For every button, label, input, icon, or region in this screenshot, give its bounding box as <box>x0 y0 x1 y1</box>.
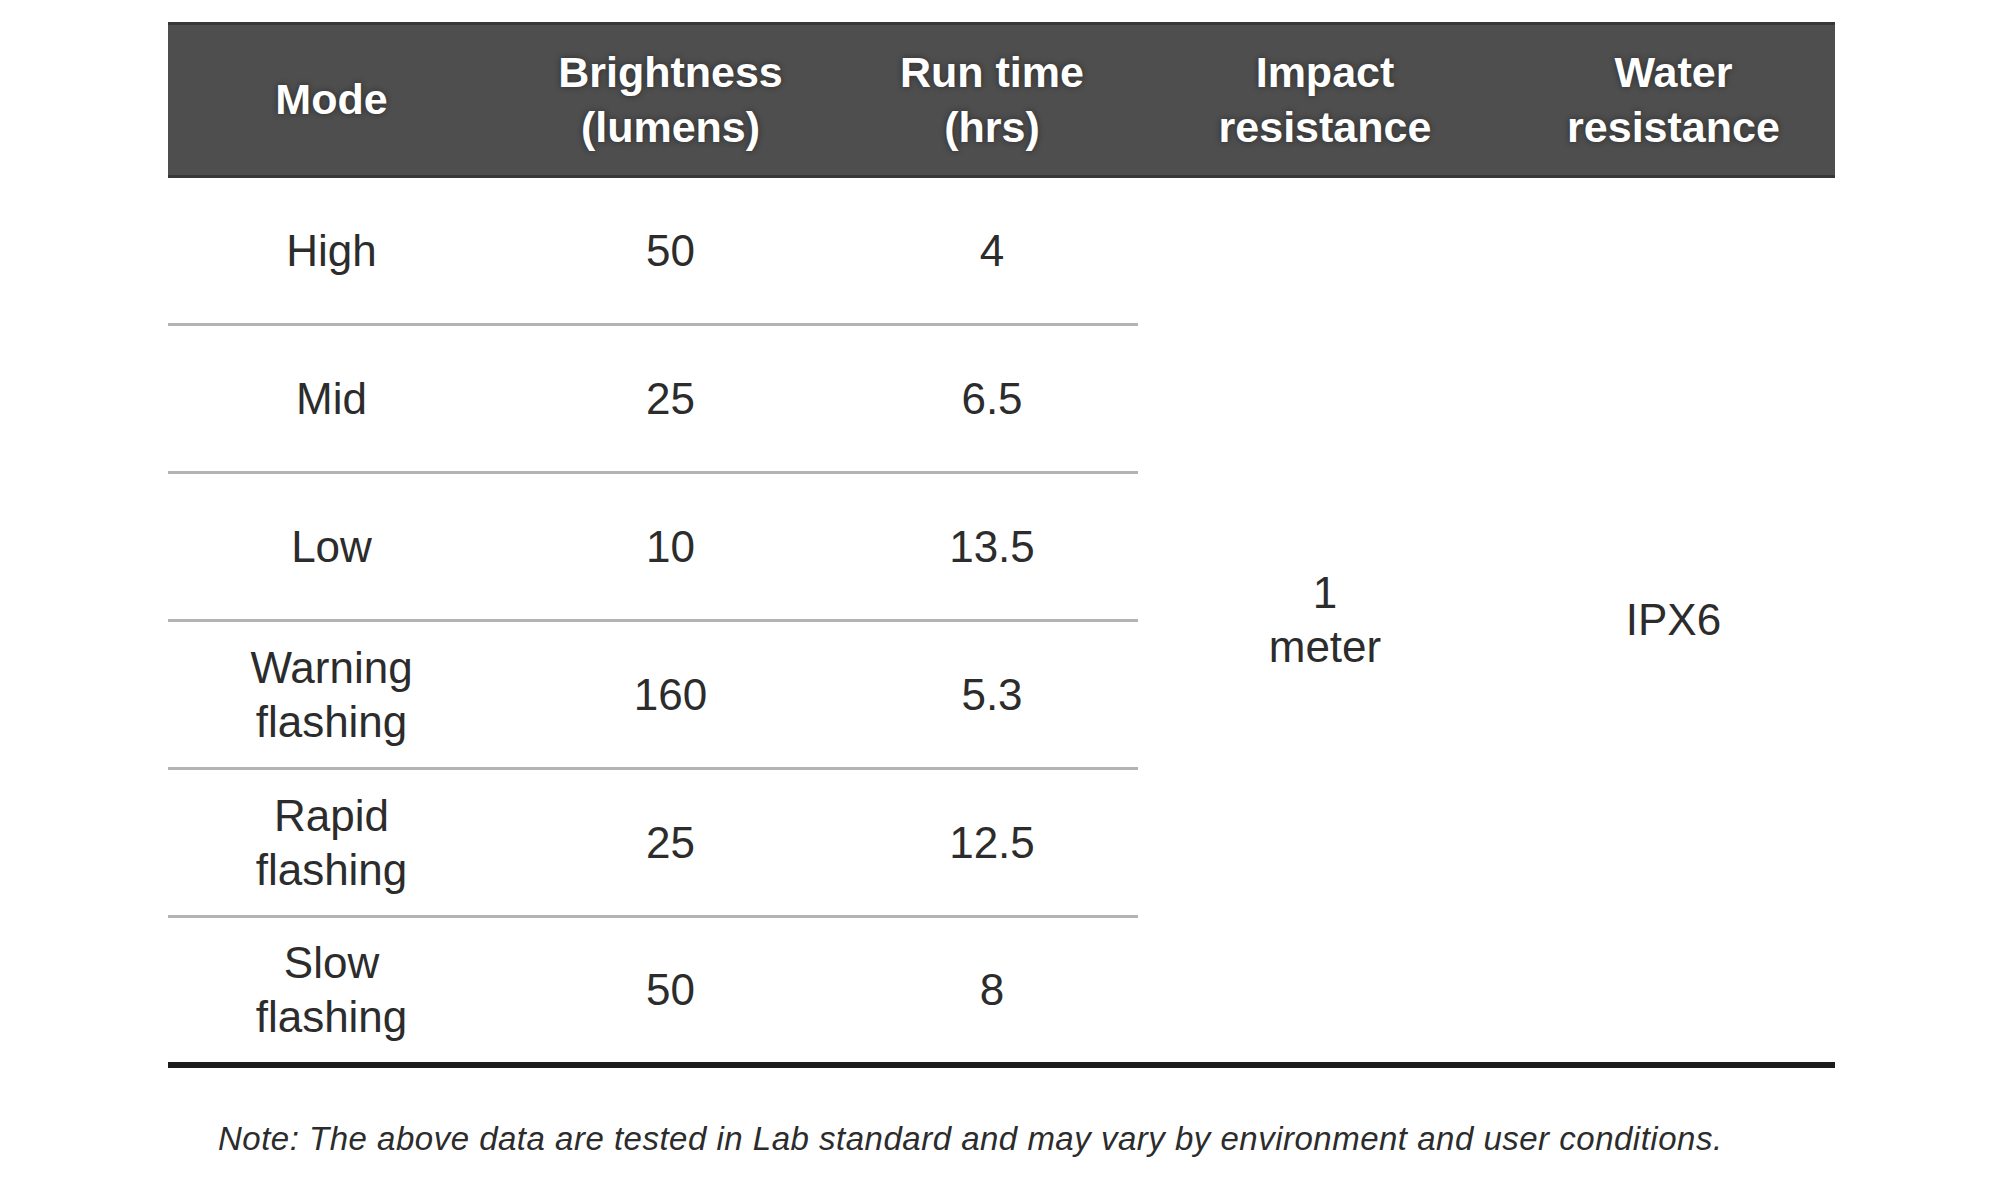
column-header-water-resistance: Water resistance <box>1512 24 1835 177</box>
header-row: Mode Brightness (lumens) Run time (hrs) … <box>168 24 1835 177</box>
runtime-cell: 5.3 <box>846 621 1138 769</box>
water-resistance-cell: IPX6 <box>1512 177 1835 1065</box>
column-header-impact-resistance: Impact resistance <box>1138 24 1512 177</box>
spec-table: Mode Brightness (lumens) Run time (hrs) … <box>168 22 1835 1068</box>
mode-cell: Mid <box>168 325 495 473</box>
brightness-cell: 10 <box>495 473 846 621</box>
mode-cell: Rapid flashing <box>168 769 495 917</box>
page: Mode Brightness (lumens) Run time (hrs) … <box>0 0 2000 1200</box>
column-header-mode: Mode <box>168 24 495 177</box>
mode-cell: High <box>168 177 495 325</box>
spec-table-container: Mode Brightness (lumens) Run time (hrs) … <box>168 22 1835 1068</box>
column-header-brightness: Brightness (lumens) <box>495 24 846 177</box>
runtime-cell: 6.5 <box>846 325 1138 473</box>
brightness-cell: 25 <box>495 769 846 917</box>
footnote: Note: The above data are tested in Lab s… <box>218 1120 1918 1158</box>
runtime-cell: 12.5 <box>846 769 1138 917</box>
brightness-cell: 50 <box>495 177 846 325</box>
brightness-cell: 50 <box>495 917 846 1065</box>
spec-table-header: Mode Brightness (lumens) Run time (hrs) … <box>168 24 1835 177</box>
brightness-cell: 25 <box>495 325 846 473</box>
table-row: High 50 4 1 meter IPX6 <box>168 177 1835 325</box>
runtime-cell: 8 <box>846 917 1138 1065</box>
spec-table-body: High 50 4 1 meter IPX6 Mid 25 6.5 Low 10… <box>168 177 1835 1065</box>
runtime-cell: 4 <box>846 177 1138 325</box>
mode-cell: Slow flashing <box>168 917 495 1065</box>
mode-cell: Low <box>168 473 495 621</box>
brightness-cell: 160 <box>495 621 846 769</box>
column-header-runtime: Run time (hrs) <box>846 24 1138 177</box>
impact-resistance-cell: 1 meter <box>1138 177 1512 1065</box>
mode-cell: Warning flashing <box>168 621 495 769</box>
runtime-cell: 13.5 <box>846 473 1138 621</box>
